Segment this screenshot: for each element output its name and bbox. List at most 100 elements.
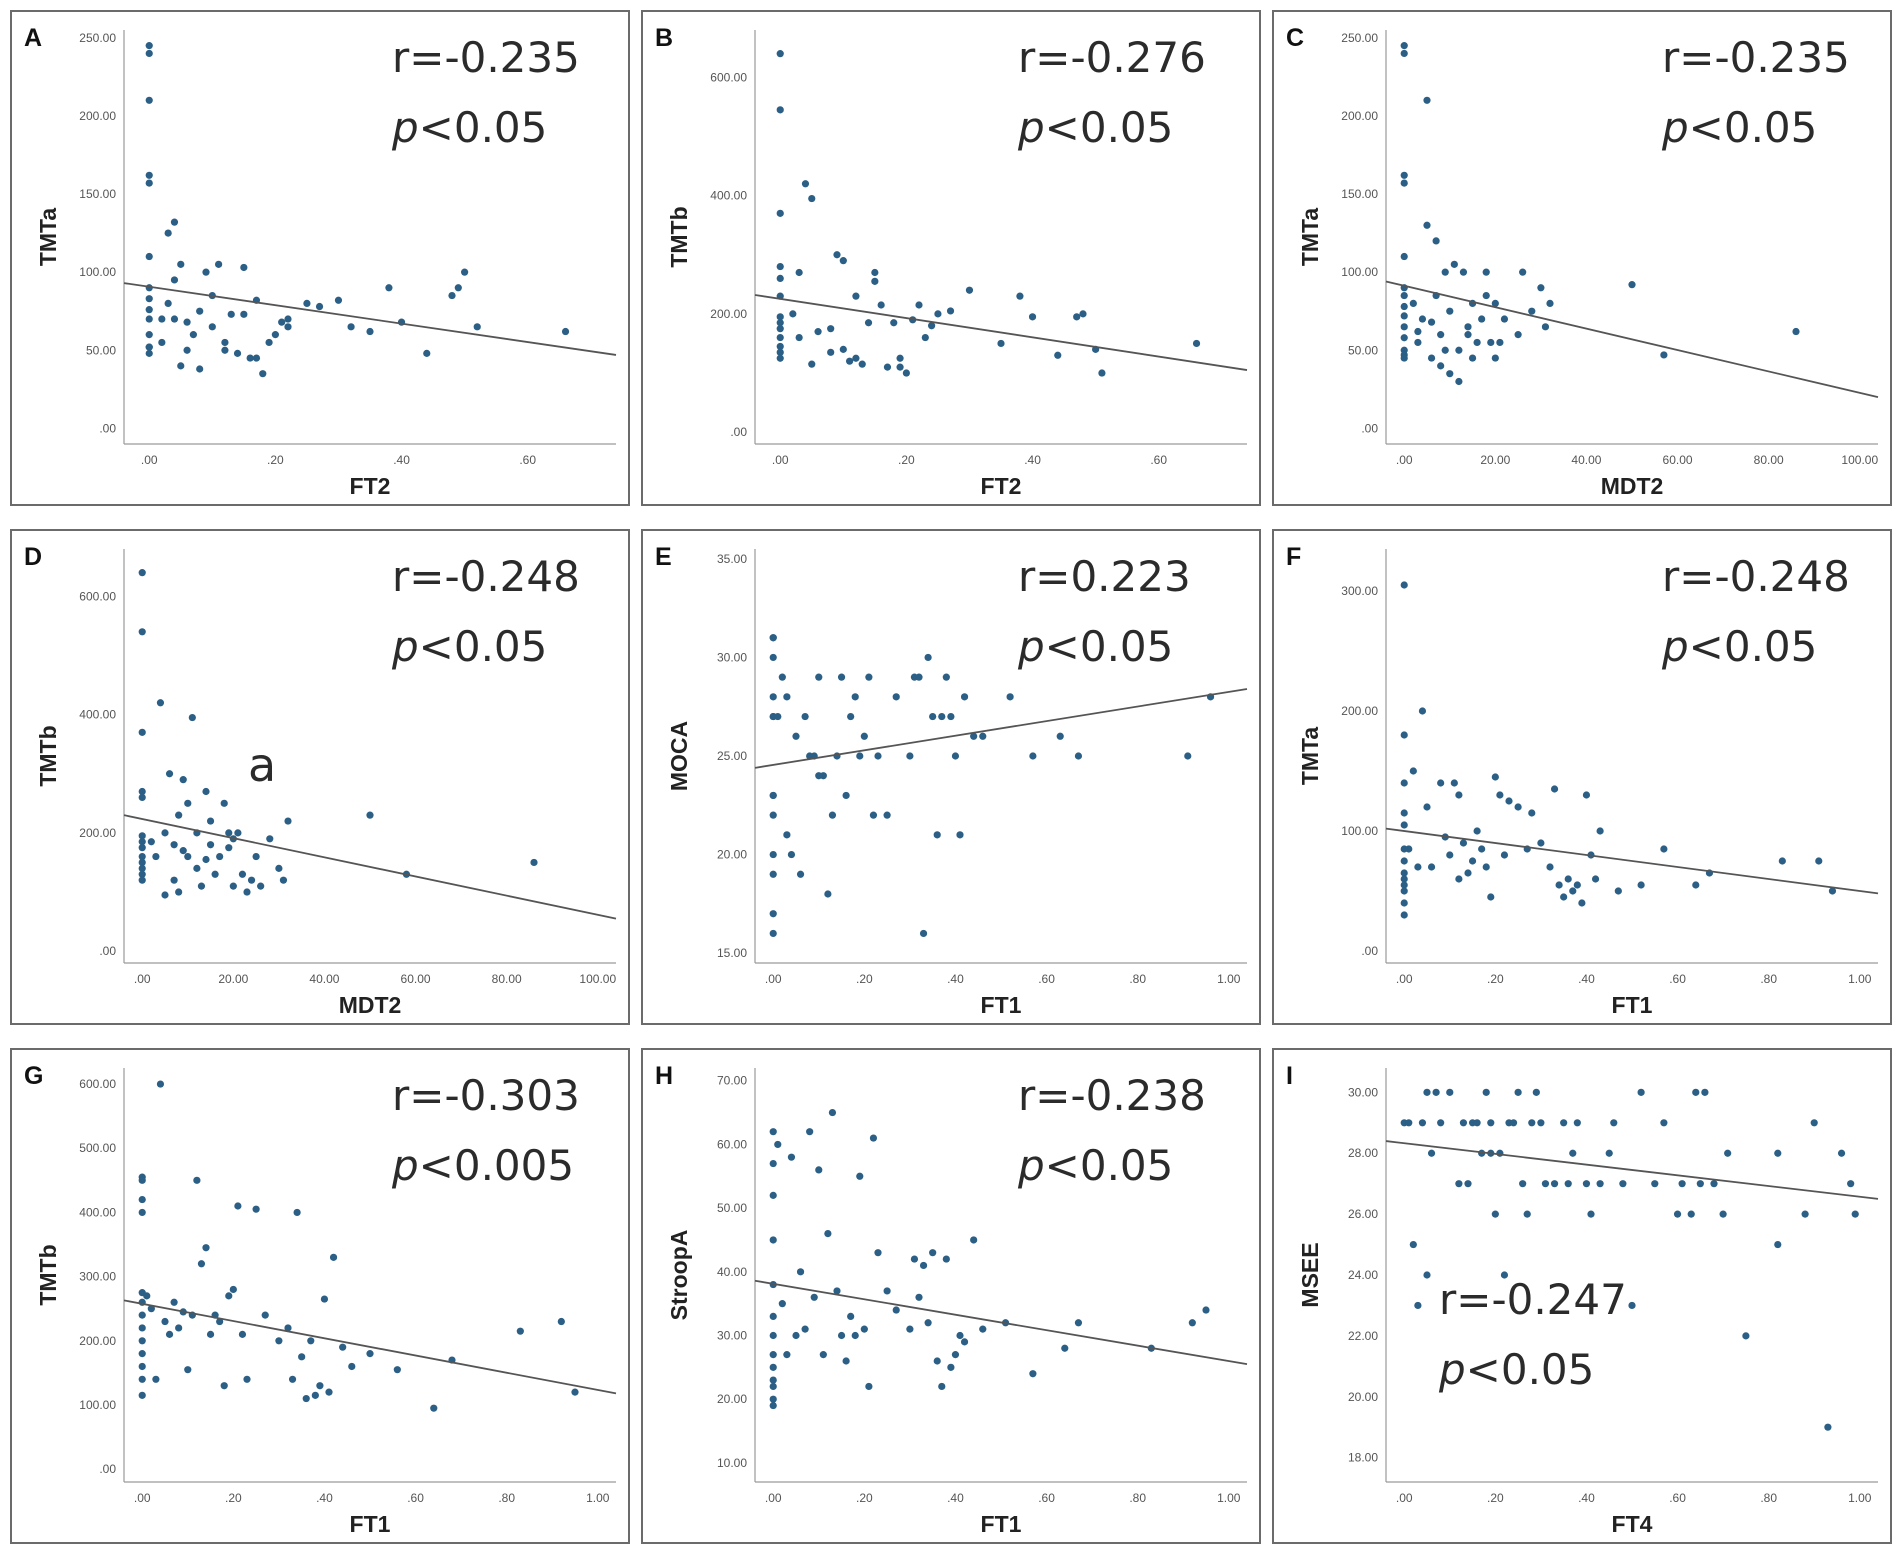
y-tick-label: 300.00 <box>79 1270 116 1284</box>
y-tick-label: 500.00 <box>79 1141 116 1155</box>
x-tick-label: .60 <box>1038 972 1055 986</box>
data-point <box>789 310 797 318</box>
data-point <box>852 354 860 362</box>
data-point <box>877 301 885 309</box>
data-point <box>1079 310 1087 318</box>
data-point <box>320 1295 329 1303</box>
data-point <box>929 712 937 721</box>
data-point <box>828 811 837 819</box>
data-point <box>1400 334 1408 342</box>
y-tick-label: 25.00 <box>717 749 747 763</box>
data-point <box>334 296 343 304</box>
y-tick-label: 10.00 <box>717 1456 747 1470</box>
data-point <box>1637 881 1645 889</box>
data-point <box>776 325 784 333</box>
data-point <box>1400 887 1408 895</box>
data-point <box>196 365 204 373</box>
y-axis-label: TMTa <box>1297 727 1323 786</box>
data-point <box>246 354 254 362</box>
data-point <box>165 770 174 778</box>
data-point <box>302 1394 310 1403</box>
data-point <box>1441 268 1449 276</box>
x-axis-label: FT1 <box>981 1511 1022 1537</box>
data-point <box>1418 315 1427 323</box>
data-point <box>819 1351 827 1359</box>
data-point <box>473 323 481 331</box>
data-point <box>138 1375 146 1383</box>
panel-letter: A <box>24 24 42 52</box>
data-point <box>1029 1370 1037 1378</box>
data-point <box>1464 331 1472 339</box>
data-point <box>138 1324 146 1332</box>
data-point <box>220 1382 228 1390</box>
data-point <box>1496 791 1504 799</box>
data-point <box>965 286 974 294</box>
data-point <box>1537 1119 1545 1127</box>
data-point <box>819 772 827 780</box>
data-point <box>170 841 178 849</box>
data-point <box>1847 1180 1855 1188</box>
data-point <box>1532 1088 1540 1096</box>
data-point <box>1446 307 1454 315</box>
data-point <box>138 876 146 884</box>
data-point <box>1437 1119 1445 1127</box>
data-point <box>252 354 261 362</box>
data-point <box>1614 887 1622 895</box>
data-point <box>787 850 796 859</box>
data-point <box>1202 1306 1210 1314</box>
data-point <box>215 260 223 268</box>
data-point <box>206 1330 215 1338</box>
data-point <box>938 712 946 721</box>
data-point <box>769 791 777 800</box>
data-point <box>1550 785 1559 793</box>
y-tick-label: .00 <box>99 944 116 958</box>
data-point <box>1446 851 1454 859</box>
data-point <box>815 1166 823 1174</box>
data-point <box>1455 791 1463 799</box>
x-tick-label: .20 <box>1487 972 1504 986</box>
data-point <box>161 829 169 837</box>
panel-letter: E <box>655 543 672 571</box>
data-point <box>211 870 219 878</box>
data-point <box>934 310 942 318</box>
data-point <box>188 713 196 722</box>
data-point <box>1491 354 1499 362</box>
regression-line <box>123 1299 617 1395</box>
data-point <box>170 276 179 284</box>
panel-c: .00 50.00 100.00 150.00 200.00 250.00 .00 20.00… <box>1272 10 1892 506</box>
data-point <box>792 1331 800 1340</box>
x-tick-label: 100.00 <box>579 972 616 986</box>
data-point <box>423 349 431 357</box>
data-point <box>1400 881 1408 889</box>
data-point <box>138 1350 146 1358</box>
data-point <box>960 693 969 701</box>
data-point <box>808 194 816 203</box>
data-point <box>1596 827 1604 835</box>
data-point <box>284 323 292 331</box>
data-point <box>1591 875 1600 883</box>
data-point <box>325 1388 333 1396</box>
data-point <box>1628 1301 1636 1310</box>
data-point <box>229 882 237 890</box>
data-point <box>1414 327 1422 336</box>
data-point <box>769 1331 777 1340</box>
y-tick-label: 15.00 <box>717 946 747 960</box>
data-point <box>316 1382 324 1390</box>
data-point <box>776 348 784 356</box>
data-point <box>915 301 923 309</box>
data-point <box>530 858 538 867</box>
data-point <box>145 331 153 339</box>
data-point <box>145 49 153 58</box>
data-point <box>366 327 374 336</box>
data-point <box>271 331 279 339</box>
data-point <box>138 787 146 796</box>
y-tick-label: 400.00 <box>79 708 116 722</box>
data-point <box>145 295 153 303</box>
data-point <box>252 1205 260 1213</box>
data-point <box>1578 899 1586 907</box>
data-point <box>1555 881 1563 889</box>
data-point <box>1560 893 1568 901</box>
data-point <box>890 319 898 327</box>
data-point <box>1696 1180 1704 1188</box>
data-point <box>234 829 242 837</box>
